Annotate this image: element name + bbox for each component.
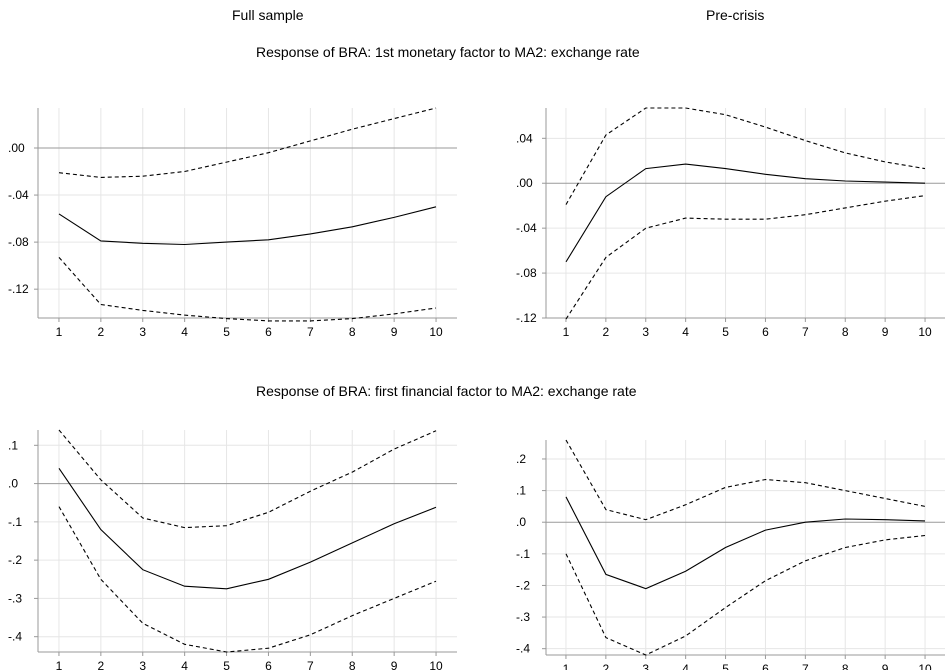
series-upper-line (565, 439, 926, 521)
x-tick-label: 7 (307, 325, 314, 339)
y-tick-label: -.08 (516, 266, 537, 280)
y-tick-label: -.2 (516, 578, 530, 592)
y-tick-label: -.4 (516, 642, 530, 656)
x-tick-label: 9 (391, 659, 398, 670)
x-tick-label: 6 (265, 325, 272, 339)
x-tick-label: 6 (762, 325, 769, 339)
x-tick-label: 2 (603, 662, 610, 670)
y-tick-label: -.2 (8, 553, 22, 567)
chart-pre-crisis-monetary: 1 2 3 4 5 6 7 8 9 10 .04 .00 -.04 -.08 -.12 (516, 107, 945, 339)
series-lower-line (565, 534, 926, 656)
x-tick-label: 2 (98, 325, 105, 339)
y-tick-label: -.04 (8, 188, 29, 202)
x-tick-label: 8 (842, 662, 849, 670)
series-response-line (565, 496, 926, 590)
x-tick-label: 1 (56, 659, 63, 670)
column-title-pre-crisis: Pre-crisis (706, 7, 765, 23)
x-tick-label: 6 (762, 662, 769, 670)
x-tick-label: 9 (391, 325, 398, 339)
y-tick-label: .04 (516, 131, 533, 145)
y-tick-label: .00 (516, 176, 533, 190)
y-tick-label: .2 (516, 452, 526, 466)
y-tick-label: -.04 (516, 221, 537, 235)
y-tick-label: .1 (516, 484, 526, 498)
y-tick-label: -.1 (516, 547, 530, 561)
x-tick-label: 10 (918, 662, 932, 670)
series-lower-line (58, 257, 437, 322)
series-response-line (58, 206, 437, 246)
x-tick-label: 10 (918, 325, 932, 339)
series-upper-line (565, 107, 926, 205)
column-title-full-sample: Full sample (232, 7, 304, 23)
x-tick-label: 3 (139, 325, 146, 339)
y-tick-label: .00 (8, 141, 25, 155)
series-response-line (565, 163, 926, 263)
x-tick-label: 9 (882, 662, 889, 670)
y-tick-label: -.3 (8, 591, 22, 605)
x-tick-label: 1 (56, 325, 63, 339)
x-tick-label: 7 (307, 659, 314, 670)
y-tick-label: .0 (8, 477, 18, 491)
x-tick-label: 4 (682, 325, 689, 339)
y-tick-label: -.1 (8, 515, 22, 529)
y-tick-label: -.3 (516, 610, 530, 624)
y-tick-label: -.08 (8, 235, 29, 249)
series-upper-line (58, 429, 437, 529)
x-tick-label: 5 (223, 659, 230, 670)
x-tick-label: 1 (563, 662, 570, 670)
x-tick-label: 8 (349, 659, 356, 670)
x-tick-label: 10 (429, 659, 443, 670)
x-tick-label: 3 (642, 325, 649, 339)
chart-pre-crisis-financial: 1 2 3 4 5 6 7 8 9 10 .2 .1 .0 -.1 -.2 -.3 -.4 (516, 439, 945, 670)
x-tick-label: 3 (139, 659, 146, 670)
x-tick-label: 10 (429, 325, 443, 339)
x-tick-label: 8 (349, 325, 356, 339)
x-tick-label: 4 (181, 659, 188, 670)
x-tick-label: 7 (802, 662, 809, 670)
x-tick-label: 2 (603, 325, 610, 339)
series-upper-line (58, 107, 437, 178)
x-tick-label: 5 (722, 662, 729, 670)
x-tick-label: 6 (265, 659, 272, 670)
series-lower-line (565, 195, 926, 320)
series-response-line (58, 467, 437, 590)
y-tick-label: -.12 (8, 282, 29, 296)
x-tick-label: 5 (223, 325, 230, 339)
chart-full-sample-financial: 1 2 3 4 5 6 7 8 9 10 .1 .0 -.1 -.2 -.3 -.4 (8, 429, 457, 670)
x-tick-label: 4 (181, 325, 188, 339)
chart-full-sample-monetary: 1 2 3 4 5 6 7 8 9 10 .00 -.04 -.08 -.12 (8, 107, 457, 339)
x-tick-label: 9 (882, 325, 889, 339)
x-tick-label: 8 (842, 325, 849, 339)
series-lower-line (58, 506, 437, 653)
y-tick-label: .0 (516, 515, 526, 529)
x-tick-label: 4 (682, 662, 689, 670)
x-tick-label: 7 (802, 325, 809, 339)
row-title-monetary: Response of BRA: 1st monetary factor to … (256, 44, 640, 60)
x-tick-label: 2 (98, 659, 105, 670)
x-tick-label: 3 (642, 662, 649, 670)
y-tick-label: .1 (8, 438, 18, 452)
x-tick-label: 1 (563, 325, 570, 339)
row-title-financial: Response of BRA: first financial factor … (256, 383, 637, 399)
y-tick-label: -.4 (8, 630, 22, 644)
x-tick-label: 5 (722, 325, 729, 339)
y-tick-label: -.12 (516, 311, 537, 325)
